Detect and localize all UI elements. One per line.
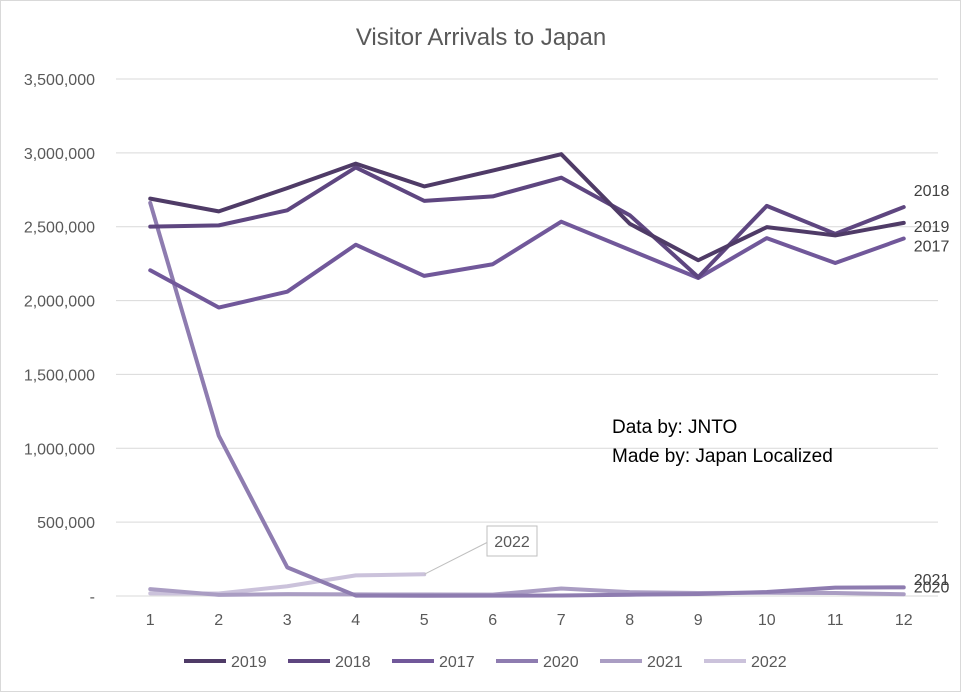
x-tick-label: 7 [557, 612, 566, 629]
legend-label-2019: 2019 [231, 654, 267, 671]
end-label-2020: 2020 [914, 579, 950, 596]
x-tick-label: 6 [488, 612, 497, 629]
callout-label-2022: 2022 [494, 534, 530, 551]
x-tick-label: 8 [625, 612, 634, 629]
y-tick-label: 3,500,000 [24, 72, 95, 89]
x-tick-label: 4 [351, 612, 360, 629]
data-source-note: Data by: JNTO [612, 417, 737, 438]
y-tick-label: 500,000 [37, 515, 95, 532]
callout: 2022 [424, 525, 538, 575]
y-axis-ticks: - 500,000 1,000,000 1,500,000 2,000,000 2,500… [24, 72, 95, 606]
x-tick-label: 1 [146, 612, 155, 629]
callout-leader [424, 542, 488, 575]
legend-label-2022: 2022 [751, 654, 787, 671]
end-label-2017: 2017 [914, 239, 950, 256]
y-tick-label: - [90, 589, 95, 606]
x-tick-label: 11 [827, 612, 844, 629]
legend-label-2021: 2021 [647, 654, 683, 671]
callout-box [486, 525, 538, 557]
legend-label-2017: 2017 [439, 654, 475, 671]
chart-title: Visitor Arrivals to Japan [356, 24, 606, 51]
x-tick-label: 2 [214, 612, 223, 629]
x-tick-label: 9 [694, 612, 703, 629]
end-label-2021: 2021 [914, 572, 950, 589]
x-axis-ticks: 1 2 3 4 5 6 7 8 9 10 11 12 [146, 612, 913, 629]
legend-label-2020: 2020 [543, 654, 579, 671]
legend: 2019 2018 2017 2020 2021 2022 [184, 654, 787, 671]
end-label-2019: 2019 [914, 219, 950, 236]
x-tick-label: 5 [420, 612, 429, 629]
series-line-2020 [148, 200, 906, 598]
y-tick-label: 1,000,000 [24, 441, 95, 458]
series-line-2019 [148, 152, 906, 263]
y-tick-label: 2,500,000 [24, 220, 95, 237]
series-line-2018 [148, 165, 906, 280]
x-tick-label: 10 [758, 612, 776, 629]
y-tick-label: 2,000,000 [24, 294, 95, 311]
made-by-note: Made by: Japan Localized [612, 446, 833, 467]
series-lines [148, 152, 906, 598]
y-tick-label: 3,000,000 [24, 146, 95, 163]
x-tick-label: 3 [283, 612, 292, 629]
series-line-2017 [148, 219, 906, 310]
gridlines [116, 78, 938, 597]
x-tick-label: 12 [895, 612, 913, 629]
legend-label-2018: 2018 [335, 654, 371, 671]
y-tick-label: 1,500,000 [24, 367, 95, 384]
end-label-2018: 2018 [914, 183, 950, 200]
